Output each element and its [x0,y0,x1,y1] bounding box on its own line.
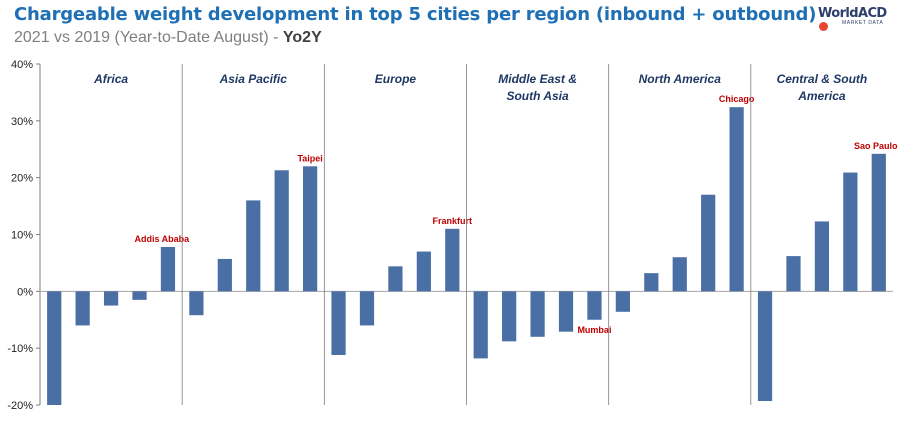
logo-text: WorldACD [818,6,887,21]
bar [416,251,431,292]
city-label: Chicago [719,94,755,104]
y-tick-label: 30% [11,116,33,128]
city-label: Frankfurt [433,216,473,226]
bar [672,257,687,292]
bar [814,221,830,292]
bar [558,291,574,332]
bar [786,256,801,292]
y-tick-label: 0% [17,286,33,298]
city-label: Addis Ababa [134,234,190,244]
region-label: North America [639,72,722,86]
bar [644,273,659,292]
chart-subtitle: 2021 vs 2019 (Year-to-Date August) - Yo2… [14,29,322,47]
bar [160,247,176,292]
region-label: Central & South [777,72,868,86]
bar [303,166,318,292]
city-label: Taipei [297,153,322,163]
y-tick-label: 10% [11,230,33,242]
city-label: Sao Paulo [854,141,898,151]
logo-dot-icon [819,22,828,31]
bar [47,291,62,405]
region-label: Middle East & [498,72,577,86]
bar [388,266,403,292]
bar [502,291,517,342]
bar [530,291,545,337]
bar [615,291,630,312]
region-label: Africa [93,72,128,86]
bar [246,200,261,292]
worldacd-logo: WorldACD MARKET DATA [818,4,894,31]
bar [445,228,460,292]
chart-title: Chargeable weight development in top 5 c… [14,4,817,25]
bar [103,291,119,306]
bar [871,153,886,292]
bar [359,291,375,326]
bar [331,291,346,355]
bar [757,291,773,402]
logo-tagline: MARKET DATA [842,20,884,26]
bar [189,291,204,316]
bar [729,107,744,292]
y-tick-label: -20% [7,400,33,412]
bar [217,258,232,292]
region-label: Europe [375,72,417,86]
subtitle-text: 2021 vs 2019 (Year-to-Date August) - [14,29,283,46]
y-tick-label: 20% [11,173,33,185]
bar [587,291,602,320]
bar [132,291,147,300]
bar [843,172,858,292]
bar [473,291,488,359]
bar [274,170,289,292]
bar [75,291,90,326]
region-label: South Asia [506,89,569,103]
y-tick-label: -10% [7,343,33,355]
bar [701,194,716,292]
city-label: Mumbai [577,325,611,335]
subtitle-metric: Yo2Y [282,29,322,46]
y-tick-label: 40% [11,59,33,71]
region-label: Asia Pacific [219,72,288,86]
region-label: America [797,89,846,103]
